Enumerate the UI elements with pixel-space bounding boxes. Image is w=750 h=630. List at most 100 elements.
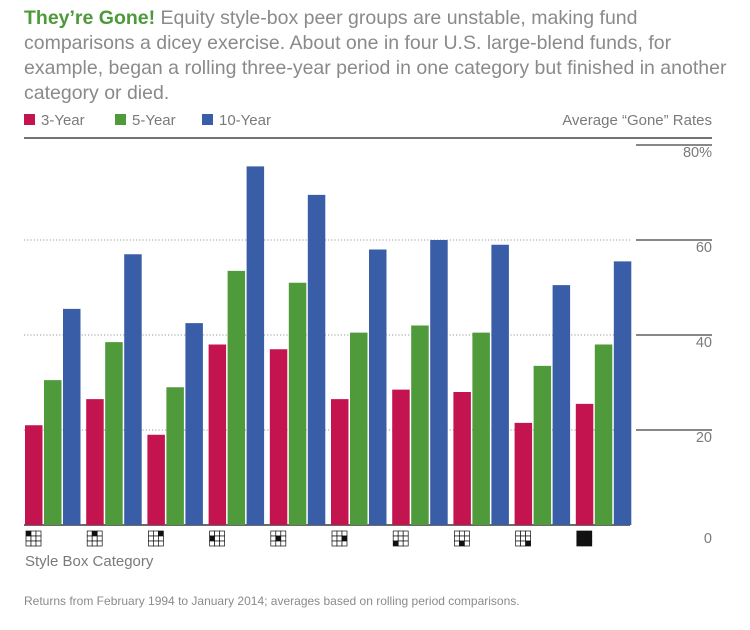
style-box-cell [280,535,287,542]
style-box-cell [397,535,404,542]
bar-large-value-10-year [63,308,81,525]
style-box-icon-mid-value [209,530,225,547]
style-box-cell [576,540,583,547]
style-box-cell [148,540,154,547]
style-box-cell [96,530,103,537]
style-box-cell [520,535,526,542]
style-box-cell [331,540,338,547]
style-box-cell [336,540,343,547]
bar-all-5-year [594,344,613,525]
bar-large-value-5-year [44,380,62,525]
chart-title: They’re Gone! [24,7,156,29]
style-box-cell [270,540,277,547]
y-tick-label-80: 80% [683,145,712,161]
legend-swatch-5-year [115,114,126,125]
chart-description: Equity style-box peer groups are unstabl… [24,7,727,104]
style-box-cell [275,530,282,537]
bars [25,166,632,525]
legend: 3-Year 5-Year 10-Year [24,112,271,129]
legend-label-10-year: 10-Year [219,112,271,129]
bar-small-value-10-year [430,240,448,525]
style-box-cell [454,535,460,542]
style-box-cell [397,530,404,537]
bar-mid-value-10-year [246,166,265,525]
style-box-cell [219,530,225,537]
style-box-cell [459,535,465,542]
y-tick-label-40: 40 [696,335,712,351]
style-box-cell [454,540,460,547]
bar-mid-value-5-year [227,270,246,525]
style-box-cell [91,530,98,537]
bar-small-growth-3-year [514,422,533,525]
style-box-cell [459,540,465,547]
style-box-cell [576,535,583,542]
bar-mid-blend-10-year [307,194,326,525]
style-box-cell [280,540,287,547]
style-box-cell [148,530,154,537]
style-box-cell [158,530,164,537]
style-box-cell [86,530,93,537]
style-box-cell [209,535,215,542]
bar-mid-growth-10-year [369,249,387,525]
style-box-cell [275,535,282,542]
style-box-cell [153,535,159,542]
style-box-cell [219,540,225,547]
style-box-icon-mid-growth [331,530,348,547]
style-box-cell [392,540,399,547]
style-box-cell [214,535,220,542]
style-box-cell [392,535,399,542]
style-box-cell [148,535,154,542]
style-box-cell [520,540,526,547]
chart-header: They’re Gone! Equity style-box peer grou… [24,6,729,106]
y-axis: 80% 60 40 20 0 [683,145,712,547]
legend-label-3-year: 3-Year [41,112,85,129]
bar-mid-growth-3-year [331,399,349,525]
bar-all-3-year [575,403,594,525]
style-box-icon-small-growth [515,530,531,547]
style-box-cell [275,540,282,547]
bar-mid-growth-5-year [350,332,368,525]
bar-small-value-5-year [411,325,429,525]
style-box-cell [402,535,409,542]
style-box-cell [331,530,338,537]
style-box-cell [35,535,42,542]
style-box-cell [576,530,583,537]
bar-large-blend-10-year [124,254,142,525]
style-box-cell [586,540,593,547]
style-box-icon-mid-blend [270,530,287,547]
bar-small-blend-5-year [472,332,490,525]
footnote: Returns from February 1994 to January 20… [24,594,520,608]
style-box-cell [341,530,348,537]
style-box-cell [270,530,277,537]
bar-small-blend-3-year [453,392,471,525]
style-box-cell [35,540,42,547]
bar-large-value-3-year [25,425,43,525]
style-box-cell [464,540,470,547]
style-box-cell [397,540,404,547]
style-box-cell [525,540,531,547]
style-box-cell [454,530,460,537]
style-box-cell [158,535,164,542]
style-box-icon-small-value [392,530,409,547]
style-box-cell [336,530,343,537]
style-box-cell [96,535,103,542]
y-tick-label-20: 20 [696,430,712,446]
style-box-icon-large-value [25,530,42,547]
style-box-cell [153,540,159,547]
style-box-cell [35,530,42,537]
style-box-cell [581,535,588,542]
style-box-cell [464,535,470,542]
style-box-cell [25,535,32,542]
style-box-cell [270,535,277,542]
style-box-cell [158,540,164,547]
bar-small-blend-10-year [491,244,509,525]
bar-large-blend-5-year [105,342,123,525]
legend-label-5-year: 5-Year [132,112,176,129]
style-box-cell [214,530,220,537]
bar-mid-value-3-year [208,344,227,525]
style-box-cell [402,540,409,547]
style-box-cell [392,530,399,537]
style-box-cell [341,535,348,542]
rates-label: Average “Gone” Rates [562,112,712,129]
